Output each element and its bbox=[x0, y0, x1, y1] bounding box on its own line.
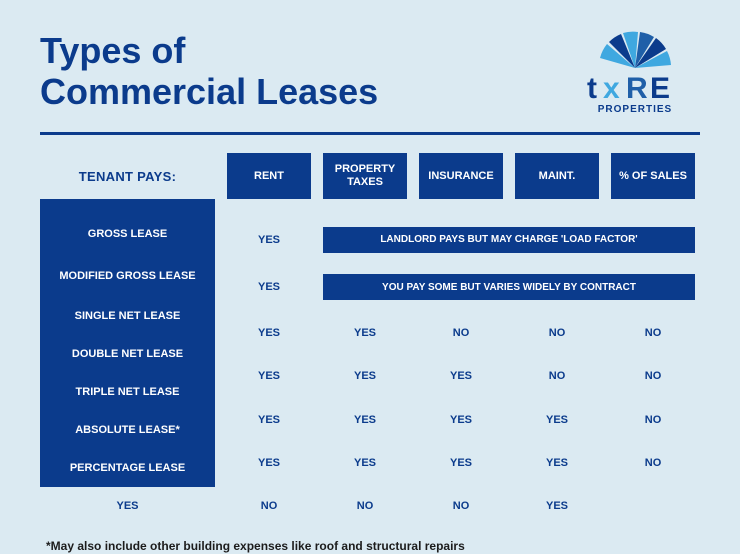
cell: YES bbox=[227, 401, 311, 439]
merged-note-gross: LANDLORD PAYS BUT MAY CHARGE 'LOAD FACTO… bbox=[323, 227, 695, 253]
cell: NO bbox=[227, 487, 311, 525]
cell: NO bbox=[611, 314, 695, 352]
header: Types ofCommercial Leases t x R E PROPER… bbox=[40, 30, 700, 120]
cell: YES bbox=[227, 219, 311, 261]
lease-labels-block: GROSS LEASE MODIFIED GROSS LEASE SINGLE … bbox=[40, 199, 215, 487]
row-label-absolute: ABSOLUTE LEASE* bbox=[40, 411, 215, 449]
cell: NO bbox=[515, 357, 599, 395]
row-label-percentage: PERCENTAGE LEASE bbox=[40, 449, 215, 487]
cell: NO bbox=[419, 314, 503, 352]
col-head-rent: RENT bbox=[227, 153, 311, 199]
logo-svg: t x R E PROPERTIES bbox=[570, 30, 700, 120]
cell: YES bbox=[227, 314, 311, 352]
logo: t x R E PROPERTIES bbox=[570, 30, 700, 120]
cell: NO bbox=[611, 357, 695, 395]
row-label-modgross: MODIFIED GROSS LEASE bbox=[40, 255, 215, 297]
cell: YES bbox=[515, 444, 599, 482]
cell: NO bbox=[323, 487, 407, 525]
row-label-gross: GROSS LEASE bbox=[40, 213, 215, 255]
cell: YES bbox=[323, 444, 407, 482]
cell: YES bbox=[515, 401, 599, 439]
cell: YES bbox=[227, 357, 311, 395]
svg-text:t: t bbox=[587, 72, 597, 105]
cell: YES bbox=[419, 401, 503, 439]
row-label-single: SINGLE NET LEASE bbox=[40, 297, 215, 335]
footnote: *May also include other building expense… bbox=[46, 539, 700, 553]
cell: YES bbox=[419, 444, 503, 482]
col-head-maint: MAINT. bbox=[515, 153, 599, 199]
divider bbox=[40, 132, 700, 135]
cell: YES bbox=[515, 487, 599, 525]
cell: YES bbox=[227, 266, 311, 308]
page-title: Types ofCommercial Leases bbox=[40, 30, 378, 113]
cell: YES bbox=[323, 314, 407, 352]
logo-subtext: PROPERTIES bbox=[598, 104, 672, 115]
row-label-triple: TRIPLE NET LEASE bbox=[40, 373, 215, 411]
cell: YES bbox=[40, 487, 215, 525]
cell: YES bbox=[227, 444, 311, 482]
lease-table: TENANT PAYS: RENT PROPERTY TAXES INSURAN… bbox=[40, 153, 700, 525]
col-head-insurance: INSURANCE bbox=[419, 153, 503, 199]
cell: YES bbox=[323, 357, 407, 395]
tenant-pays-label: TENANT PAYS: bbox=[40, 157, 215, 196]
col-head-taxes: PROPERTY TAXES bbox=[323, 153, 407, 199]
col-head-sales: % OF SALES bbox=[611, 153, 695, 199]
cell: NO bbox=[611, 444, 695, 482]
svg-text:E: E bbox=[650, 72, 670, 105]
svg-text:x: x bbox=[603, 72, 620, 105]
row-label-double: DOUBLE NET LEASE bbox=[40, 335, 215, 373]
cell: NO bbox=[515, 314, 599, 352]
cell: YES bbox=[419, 357, 503, 395]
infographic-page: Types ofCommercial Leases t x R E PROPER… bbox=[0, 0, 740, 554]
merged-note-modgross: YOU PAY SOME BUT VARIES WIDELY BY CONTRA… bbox=[323, 274, 695, 300]
cell: YES bbox=[323, 401, 407, 439]
svg-text:R: R bbox=[626, 72, 648, 105]
cell: NO bbox=[611, 401, 695, 439]
cell: NO bbox=[419, 487, 503, 525]
